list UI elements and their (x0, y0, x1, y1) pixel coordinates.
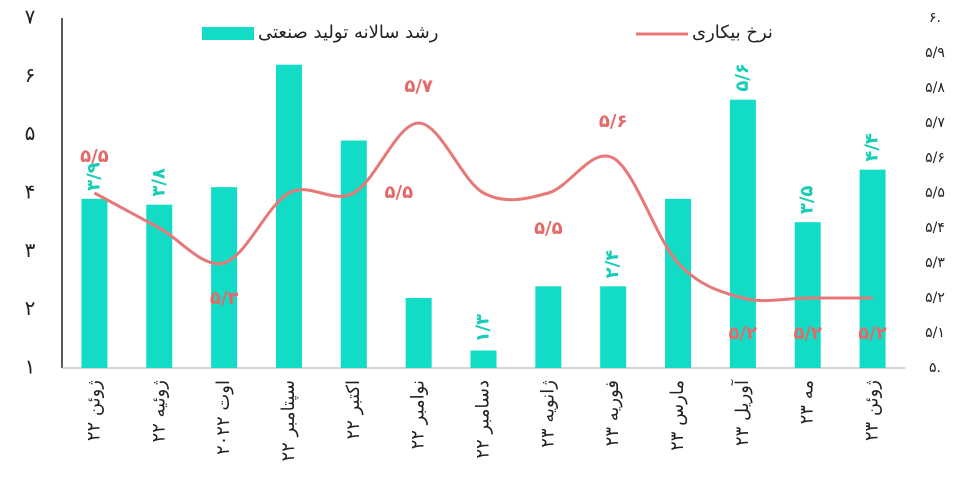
bar-value-label: ۳/۹ (83, 162, 104, 191)
legend-swatch (202, 27, 254, 40)
legend-label: رشد سالانه تولید صنعتی (258, 22, 438, 43)
bar (729, 99, 756, 369)
y-tick-label: ۷ (25, 5, 36, 29)
bar (211, 187, 238, 368)
y-tick-label: ۵ (25, 121, 36, 145)
bar (535, 286, 562, 368)
x-tick-label: ژوئن ۲۲ (83, 380, 104, 441)
x-tick-label: مه ۲۳ (797, 380, 818, 424)
y2-tick-label: ۵/۱ (925, 325, 945, 341)
x-tick-label: اوت ۲۰۲۲ (213, 380, 234, 455)
bar-value-label: ۵/۶ (732, 63, 753, 92)
bar (794, 222, 821, 368)
y2-tick-label: ۵/۴ (925, 220, 945, 236)
x-tick-label: آوریل ۲۳ (730, 379, 753, 446)
line-value-label: ۵/۵ (385, 182, 414, 203)
y-tick-label: ۲ (25, 296, 36, 320)
bar (665, 198, 692, 368)
line (93, 121, 873, 303)
y-tick-label: ۶ (25, 63, 36, 87)
line-value-label: ۵/۵ (80, 146, 109, 167)
y-tick-label: ۴ (25, 180, 36, 204)
line-value-label: ۵/۲ (793, 323, 822, 344)
bar-value-label: ۴/۴ (862, 133, 883, 162)
y2-tick-label: ۵/۸ (925, 80, 945, 96)
x-tick-label: مارس ۲۳ (667, 380, 688, 451)
y-tick-label: ۱ (25, 355, 36, 379)
y2-tick-label: ۶. (929, 10, 941, 26)
bar (470, 350, 497, 368)
y2-tick-label: ۵/۶ (925, 150, 945, 166)
line-value-label: ۵/۵ (534, 218, 563, 239)
line-value-label: ۵/۲ (858, 323, 887, 344)
x-tick-label: ژوئیه ۲۲ (148, 380, 169, 443)
line-value-label: ۵/۳ (210, 288, 239, 309)
bar (405, 298, 432, 368)
y2-tick-label: ۵/۵ (925, 185, 945, 201)
y2-tick-label: ۵/۳ (925, 255, 945, 271)
bar (859, 169, 886, 368)
line-value-label: ۵/۷ (404, 76, 433, 97)
bar (600, 286, 627, 368)
y2-tick-label: ۵. (929, 360, 941, 376)
x-tick-label: اکتبر ۲۲ (343, 380, 364, 439)
x-tick-label: سپتامبر ۲۲ (278, 380, 299, 462)
bar (81, 198, 108, 368)
bar-value-label: ۲/۴ (602, 250, 623, 279)
line-value-label: ۵/۲ (729, 323, 758, 344)
y2-tick-label: ۵/۲ (925, 290, 945, 306)
bar (275, 64, 302, 369)
y-tick-label: ۳ (25, 238, 36, 262)
x-tick-label: ژوئن ۲۳ (862, 380, 883, 441)
bar-value-label: ۳/۵ (797, 186, 818, 215)
bar (340, 140, 367, 368)
bar-value-label: ۳/۸ (148, 168, 169, 197)
line-value-label: ۵/۶ (599, 111, 628, 132)
x-tick-label: دسامبر ۲۲ (473, 380, 494, 459)
bar-value-label: ۱/۳ (473, 314, 494, 343)
x-tick-label: ژانویه ۲۳ (537, 380, 558, 448)
y2-tick-label: ۵/۷ (925, 115, 945, 131)
x-tick-label: نوامبر ۲۲ (408, 380, 429, 449)
y2-tick-label: ۵/۹ (925, 45, 945, 61)
legend-label: نرخ بیکاری (692, 22, 773, 43)
x-tick-label: فوریه ۲۳ (602, 380, 623, 446)
